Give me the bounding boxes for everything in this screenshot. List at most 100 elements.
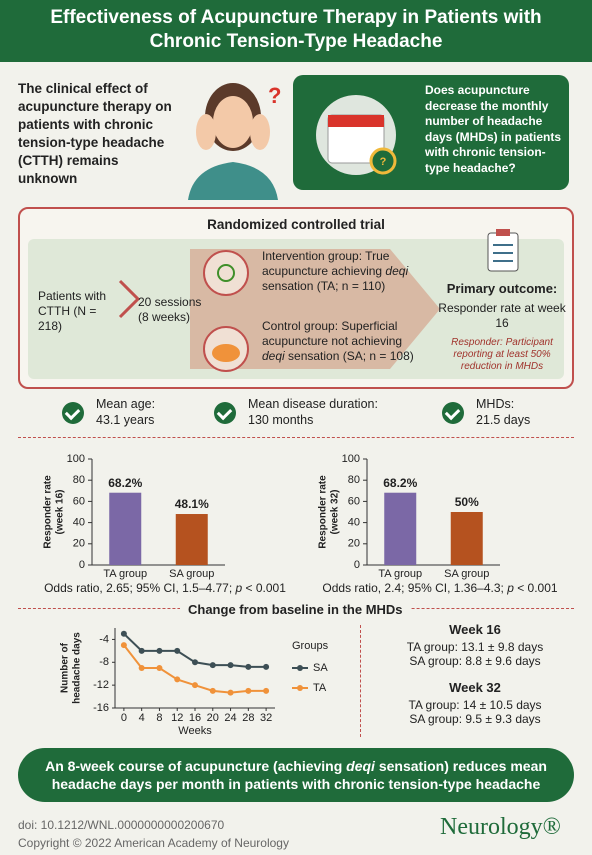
result-row: TA group: 14 ± 10.5 days [408,698,542,712]
responder-note: Responder: Participant reporting at leas… [451,337,553,372]
divider [360,625,361,737]
bar [175,514,208,565]
y-tick-label: 100 [342,453,360,465]
check-icon [214,402,236,424]
illustration: ? [188,83,281,200]
legend-label: TA [313,682,327,694]
note-part: < 0.001 [242,581,286,595]
y-tick-label: 100 [67,453,85,465]
baseline-value: 21.5 days [476,413,531,427]
control: Control group: Superficial acupuncture n… [262,319,422,364]
x-tick-label: SA group [169,568,214,580]
x-axis-label: Weeks [178,725,212,737]
outcome: Responder rate at week 16 [438,301,566,330]
x-tick-label: 24 [224,712,236,724]
y-tick-label: 20 [348,538,360,550]
baseline-label: Mean disease duration: [248,397,378,411]
note-part: p [506,581,514,595]
y-tick-label: 40 [73,517,85,529]
text: sensation) reduces mean headache days pe… [51,758,547,792]
y-tick-label: 40 [348,517,360,529]
clipboard-icon [487,229,519,272]
y-tick-label: 0 [79,559,85,571]
x-tick-label: SA group [444,568,489,580]
legend-swatch [297,665,303,671]
x-tick-label: TA group [378,568,422,580]
conclusion: An 8-week course of acupuncture (achievi… [18,748,574,802]
y-tick-label: 80 [348,474,360,486]
note-part: Odds ratio, 2.65; 95% CI, 1.5–4.77; [44,581,235,595]
point [227,689,234,696]
bar [450,512,483,565]
y-tick-label: 20 [73,538,85,550]
point [227,662,234,669]
question: Does acupuncture decrease the monthly nu… [425,83,562,175]
y-axis-label: headache days [72,632,83,704]
copyright: Copyright © 2022 American Academy of Neu… [18,836,289,850]
text-italic: deqi [385,264,409,278]
result-title: Week 16 [449,622,501,637]
y-axis-label: Responder rate [318,475,329,549]
result-row: TA group: 13.1 ± 9.8 days [406,640,544,654]
point [245,663,252,670]
statement: The clinical effect of acupuncture thera… [18,81,172,186]
point [120,630,127,637]
note: Odds ratio, 2.4; 95% CI, 1.36–4.3; p < 0… [322,581,558,595]
bar [384,492,417,565]
baseline-value: 130 months [248,413,314,427]
y-axis-label: (week 32) [330,489,341,534]
note: Odds ratio, 2.65; 95% CI, 1.5–4.77; p < … [44,581,286,595]
point [245,687,252,694]
trial-box: Randomized controlled trial Patients wit… [18,207,574,389]
chevron [118,279,141,319]
y-tick-label: -4 [99,633,109,645]
point [209,687,216,694]
legend-title: Groups [292,640,329,652]
title: Effectiveness of Acupuncture Therapy in … [50,7,542,52]
x-tick-label: 4 [139,712,145,724]
value-label: 48.1% [175,497,209,511]
y-tick-label: 60 [73,495,85,507]
y-tick-label: -16 [93,702,109,714]
point [138,665,145,671]
point [263,663,270,670]
x-tick-label: 28 [242,712,254,724]
result-row: SA group: 8.8 ± 9.6 days [409,654,541,668]
legend-swatch [297,685,303,691]
text: Control group: Superficial acupuncture n… [262,319,403,348]
intervention: Intervention group: True acupuncture ach… [262,249,412,294]
y-tick-label: 80 [73,474,85,486]
logo: Neurology® [440,814,561,840]
text: sensation (SA; n = 108) [284,349,414,363]
point [263,687,270,694]
check-icon [62,402,84,424]
legend-label: SA [313,662,328,674]
trial-title: Randomized controlled trial [207,217,385,232]
note-part: p [235,581,243,595]
svg-text:?: ? [380,156,387,168]
sessions: 20 sessions (8 weeks) [138,295,202,324]
x-tick-label: 20 [207,712,219,724]
header: Effectiveness of Acupuncture Therapy in … [0,0,592,62]
x-tick-label: 12 [171,712,183,724]
patients: Patients with CTTH (N = 218) [38,289,107,333]
divider [18,437,574,438]
y-tick-label: 0 [354,559,360,571]
note-part: < 0.001 [514,581,558,595]
check-icon [442,402,464,424]
text-italic: deqi [346,758,375,774]
baseline-label: MHDs: [476,397,515,411]
svg-text:?: ? [268,83,281,108]
result-title: Week 32 [449,680,501,695]
x-tick-label: TA group [103,568,147,580]
outcome-title: Primary outcome: [446,281,558,296]
x-tick-label: 32 [260,712,272,724]
y-axis-label: Number of [60,642,71,693]
point [209,662,216,669]
calendar-icon: ? [316,95,397,175]
text: Intervention group: True acupuncture ach… [262,249,390,278]
text-italic: deqi [262,349,285,363]
result-row: SA group: 9.5 ± 9.3 days [409,712,541,726]
value-label: 68.2% [108,476,142,490]
point [174,676,181,683]
